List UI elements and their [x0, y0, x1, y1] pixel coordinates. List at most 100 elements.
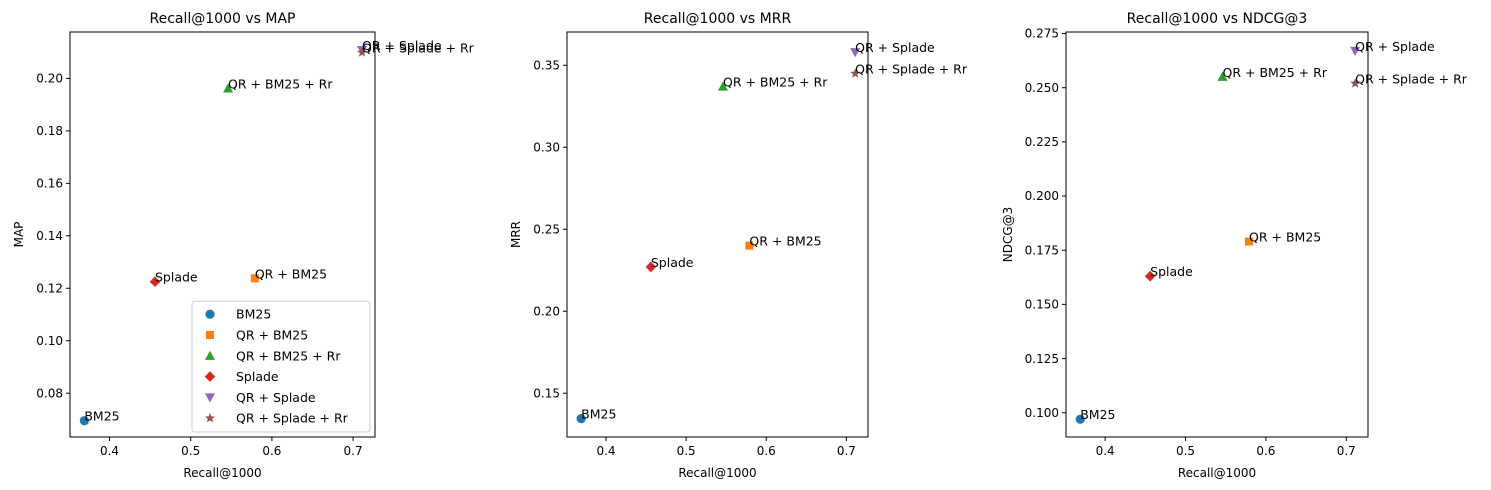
x-tick-label: 0.4: [100, 444, 119, 458]
y-tick-label: 0.25: [533, 222, 560, 236]
x-tick-label: 0.7: [837, 444, 856, 458]
data-point: [1144, 270, 1156, 282]
y-axis-label: NDCG@3: [1001, 207, 1015, 263]
legend-marker: [205, 309, 215, 319]
y-tick-label: 0.150: [1025, 298, 1059, 312]
chart-title: Recall@1000 vs MAP: [150, 11, 296, 27]
x-tick-label: 0.6: [757, 444, 776, 458]
y-tick-label: 0.175: [1025, 243, 1059, 257]
tick-group: 0.4 0.5 0.6 0.7 0.15 0.20 0.25 0.30 0.35: [533, 58, 856, 458]
legend: BM25 QR + BM25 QR + BM25 + Rr Splade QR + Sp…: [191, 300, 371, 433]
x-tick-label: 0.5: [677, 444, 696, 458]
data-point: [223, 83, 234, 93]
x-tick-label: 0.7: [344, 444, 363, 458]
data-point: [250, 274, 259, 283]
point-annotation: QR + BM25 + Rr: [723, 75, 828, 90]
panel-ndcg: Recall@1000 vs NDCG@3 Recall@1000 NDCG@3…: [1001, 11, 1468, 480]
plot-frame: [1065, 31, 1369, 438]
y-axis-label: MAP: [12, 222, 26, 248]
point-annotation: QR + Splade + Rr: [362, 40, 475, 55]
x-axis-label: Recall@1000: [1178, 466, 1256, 480]
legend-entry: BM25: [236, 307, 271, 322]
legend-marker: [204, 371, 216, 382]
data-point: [1350, 78, 1361, 88]
x-tick-label: 0.6: [262, 444, 281, 458]
point-annotation: QR + BM25 + Rr: [228, 76, 333, 91]
data-point: [356, 47, 368, 57]
y-tick-label: 0.18: [36, 124, 63, 138]
y-tick-label: 0.100: [1025, 406, 1059, 420]
data-point: [850, 68, 861, 78]
data-point: [1075, 414, 1085, 424]
point-group: BM25 QR + BM25 QR + BM25 + Rr Splade QR + Sp…: [1075, 39, 1468, 424]
y-tick-label: 0.275: [1025, 27, 1059, 41]
point-annotation: QR + BM25: [1249, 230, 1321, 245]
y-tick-label: 0.14: [36, 229, 63, 243]
chart-title: Recall@1000 vs NDCG@3: [1127, 11, 1308, 27]
x-tick-label: 0.4: [596, 444, 615, 458]
point-group: BM25 QR + BM25 QR + BM25 + Rr Splade QR + Sp…: [576, 40, 968, 424]
data-point: [149, 276, 161, 288]
panel-mrr: Recall@1000 vs MRR Recall@1000 MRR 0.4 0.…: [509, 11, 968, 480]
y-tick-label: 0.16: [36, 177, 63, 191]
point-annotation: QR + Splade + Rr: [1355, 71, 1468, 86]
point-annotation: QR + Splade: [1355, 39, 1435, 54]
plot-frame: [566, 31, 869, 438]
y-tick-label: 0.15: [533, 386, 560, 400]
y-axis-label: MRR: [509, 221, 523, 248]
x-tick-label: 0.4: [1096, 444, 1115, 458]
x-axis-label: Recall@1000: [678, 466, 756, 480]
point-annotation: QR + Splade + Rr: [855, 61, 968, 76]
point-annotation: BM25: [581, 407, 616, 422]
x-axis-label: Recall@1000: [183, 466, 261, 480]
y-tick-label: 0.08: [36, 386, 63, 400]
point-annotation: Splade: [1150, 264, 1193, 279]
legend-entry: QR + Splade: [236, 390, 316, 405]
legend-entry: Splade: [236, 369, 279, 384]
point-annotation: Splade: [155, 270, 198, 285]
x-tick-label: 0.6: [1256, 444, 1275, 458]
y-tick-label: 0.250: [1025, 81, 1059, 95]
panel-map: Recall@1000 vs MAP Recall@1000 MAP 0.4 0.…: [12, 11, 475, 480]
legend-entry: QR + BM25: [236, 328, 308, 343]
point-annotation: QR + BM25 + Rr: [1223, 65, 1328, 80]
y-tick-label: 0.125: [1025, 352, 1059, 366]
y-tick-label: 0.20: [36, 72, 63, 86]
data-point: [745, 241, 754, 250]
data-point: [1217, 71, 1228, 81]
legend-marker: [204, 350, 216, 360]
y-tick-label: 0.20: [533, 304, 560, 318]
x-tick-label: 0.7: [1337, 444, 1356, 458]
data-point: [850, 48, 861, 58]
point-annotation: BM25: [84, 409, 119, 424]
data-point: [79, 416, 89, 426]
y-tick-label: 0.10: [36, 334, 63, 348]
x-tick-label: 0.5: [1176, 444, 1195, 458]
y-tick-label: 0.225: [1025, 135, 1059, 149]
point-annotation: Splade: [651, 255, 694, 270]
chart-title: Recall@1000 vs MRR: [644, 11, 792, 27]
data-point: [1245, 237, 1254, 246]
legend-entry: QR + BM25 + Rr: [236, 348, 341, 363]
point-group: BM25 QR + BM25 QR + BM25 + Rr Splade QR + Sp…: [79, 38, 475, 426]
data-point: [576, 414, 586, 424]
legend-marker: [204, 393, 216, 403]
legend-marker: [206, 331, 214, 339]
x-tick-label: 0.5: [181, 444, 200, 458]
legend-entry: QR + Splade + Rr: [236, 411, 349, 426]
data-point: [645, 261, 657, 273]
point-annotation: QR + BM25: [255, 266, 327, 281]
y-tick-label: 0.200: [1025, 189, 1059, 203]
point-annotation: BM25: [1080, 407, 1115, 422]
data-point: [1350, 46, 1361, 56]
plot-frame: [69, 31, 376, 438]
data-point: [717, 81, 729, 91]
tick-group: 0.4 0.5 0.6 0.7 0.08 0.10 0.12 0.14 0.16 0.18 0.20: [36, 72, 362, 458]
y-tick-label: 0.35: [533, 58, 560, 72]
y-tick-label: 0.12: [36, 281, 63, 295]
point-annotation: QR + Splade: [362, 38, 442, 53]
y-tick-label: 0.30: [533, 140, 560, 154]
legend-box: [191, 300, 371, 433]
legend-marker: [204, 412, 216, 423]
